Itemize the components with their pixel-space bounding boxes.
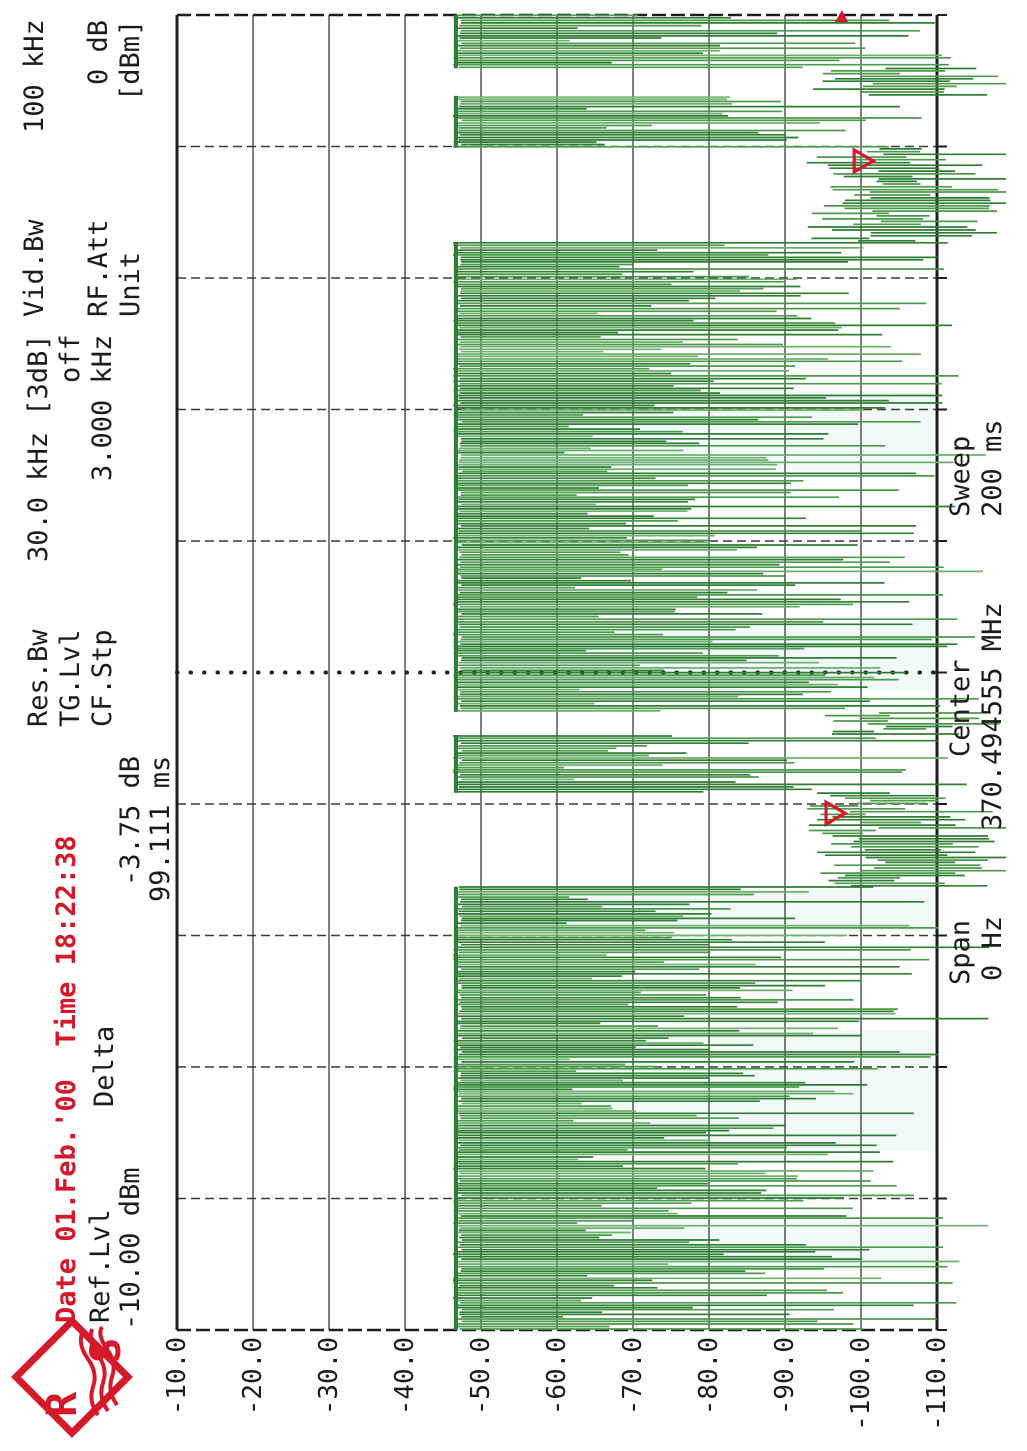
svg-text:R: R xyxy=(37,1391,86,1417)
trace-strokes-light xyxy=(452,39,989,1280)
time-axis-ticks xyxy=(937,14,947,1331)
center-label: Center xyxy=(945,659,976,757)
sweep-label: Sweep xyxy=(945,435,976,517)
center-value: 370.494555 MHz xyxy=(977,602,1008,830)
span-label: Span xyxy=(945,919,976,985)
trace-strokes-mid xyxy=(452,14,1006,1330)
trace-strokes-dark xyxy=(452,16,1006,1318)
rohde-schwarz-logo-icon: R S xyxy=(11,1316,133,1438)
delta-marker-icon xyxy=(852,147,877,175)
sweep-value: 200 ms xyxy=(977,419,1008,517)
span-value: 0 Hz xyxy=(977,915,1008,981)
delta-reference-marker-icon xyxy=(824,799,849,827)
edge-marker-tick-icon xyxy=(835,10,848,22)
